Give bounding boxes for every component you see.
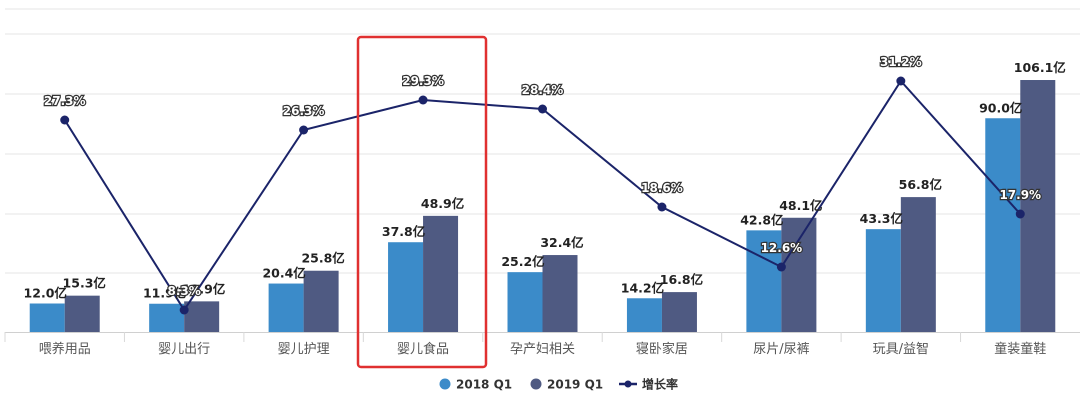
bar-value-label: 106.1亿 [1014,60,1066,75]
bar-value-label: 56.8亿 [899,177,942,192]
bar-value-label: 12.9亿 [182,281,225,296]
legend-label: 2018 Q1 [456,378,512,392]
legend-marker-icon [530,378,542,390]
bar-value-label: 11.9亿 [143,286,186,301]
legend-label: 2019 Q1 [547,378,603,392]
bar-value-label: 20.4亿 [262,266,305,281]
growth-rate-point [776,262,786,272]
x-axis: 喂养用品 婴儿出行 婴儿护理 婴儿食品 孕产妇相关 寝卧家居 尿片/尿裤 玩具/益智 童装童鞋 [4,332,1080,357]
growth-rate-label: 27.3% [44,94,86,108]
legend-item[interactable]: 2019 Q1 [530,378,604,392]
growth-rate-label: 17.9% [999,188,1041,202]
bar-2019-q1 [661,292,697,332]
bar-2018-q1 [149,303,185,332]
bar-2018-q1 [746,230,782,332]
growth-rate-label: 31.2% [880,55,922,69]
category-label: 婴儿食品 [397,341,449,357]
growth-rate-point [657,202,667,212]
bar-2018-q1 [626,298,662,332]
growth-rate-point [179,305,189,315]
bar-value-label: 42.8亿 [740,212,783,227]
bar-value-label: 48.9亿 [421,196,464,211]
bar-series [29,80,1056,332]
bar-value-label: 12.0亿 [24,286,67,301]
bar-value-label: 25.8亿 [301,251,344,266]
bar-value-label: 32.4亿 [540,235,583,250]
growth-rate-label: 18.6% [641,181,683,195]
bar-value-label: 90.0亿 [979,100,1022,115]
legend: 2018 Q1 2019 Q1 增长率 [439,377,678,392]
growth-rate-label: 28.4% [522,83,564,97]
growth-rate-point [538,104,547,114]
legend-marker-icon [439,378,451,390]
category-label: 童装童鞋 [994,341,1046,357]
bar-value-label: 16.8亿 [660,272,703,287]
growth-rate-point [1015,209,1025,219]
growth-rate-point [299,125,309,135]
legend-marker-icon [624,380,632,388]
bar-2019-q1 [900,197,936,332]
bar-value-label: 37.8亿 [382,224,425,239]
bar-2019-q1 [1020,80,1056,332]
growth-rate-line [60,76,1025,315]
growth-rate-label: 29.3% [402,74,444,88]
growth-rate-label: 8.3% [168,284,201,298]
growth-rate-label: 12.6% [761,241,803,255]
category-label: 婴儿护理 [278,342,330,357]
bar-2019-q1 [184,301,220,332]
bar-2018-q1 [388,242,424,332]
category-label: 玩具/益智 [873,342,929,357]
bar-2019-q1 [423,215,459,332]
growth-rate-point [896,76,906,86]
bar-value-label: 25.2亿 [501,254,544,269]
bar-value-label: 48.1亿 [779,198,822,213]
bar-2018-q1 [29,303,65,332]
growth-rate-point [60,115,70,125]
bar-2018-q1 [865,229,901,332]
bar-2018-q1 [507,272,543,332]
highlight-box [356,35,488,369]
bar-2019-q1 [64,295,100,332]
bar-2019-q1 [303,270,339,332]
legend-item[interactable]: 2018 Q1 [439,378,513,392]
category-label: 尿片/尿裤 [753,342,809,357]
legend-label: 增长率 [642,377,678,392]
bar-2019-q1 [542,255,578,332]
bar-value-label: 15.3亿 [63,276,106,291]
growth-rate-point [418,95,428,105]
category-label: 婴儿出行 [158,342,210,357]
growth-rate-label: 26.3% [283,104,325,118]
category-label: 喂养用品 [39,341,91,357]
category-label: 孕产妇相关 [510,341,575,357]
bar-2019-q1 [781,217,817,332]
bar-2018-q1 [268,283,304,332]
category-label: 寝卧家居 [636,341,688,357]
bar-value-label: 14.2亿 [621,280,664,295]
legend-item[interactable]: 增长率 [619,377,678,392]
bar-value-label: 43.3亿 [860,211,903,226]
bar-2018-q1 [985,118,1021,332]
